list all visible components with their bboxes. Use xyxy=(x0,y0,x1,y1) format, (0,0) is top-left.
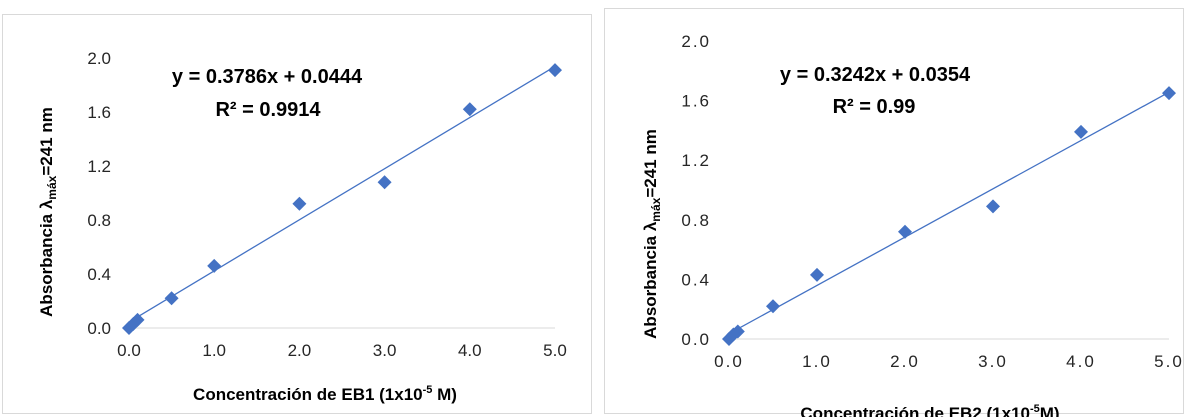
trendline xyxy=(128,65,556,323)
y-tick-label: 0.0 xyxy=(87,319,111,338)
data-point xyxy=(548,63,562,78)
x-tick-label: 1.0 xyxy=(802,352,832,371)
chart-panel-eb1: 0.0 0.4 0.8 1.2 1.6 2.0 0.0 1.0 2.0 3.0 4.0 5.0 y =… xyxy=(2,14,592,414)
x-tick-label: 3.0 xyxy=(373,341,397,360)
data-point xyxy=(766,299,780,314)
y-tick-label: 2.0 xyxy=(681,32,711,51)
data-point xyxy=(130,312,145,327)
data-point xyxy=(462,102,477,117)
data-point xyxy=(164,291,179,306)
y-tick-label: 1.2 xyxy=(87,157,111,176)
data-point xyxy=(726,327,741,342)
x-tick-label: 3.0 xyxy=(978,352,1008,371)
chart-eb2-ylabel: Absorbancia λmáx=241 nm xyxy=(641,129,663,339)
x-tick-label: 2.0 xyxy=(288,341,312,360)
y-tick-label: 0.0 xyxy=(681,330,711,349)
data-point xyxy=(898,224,912,239)
x-tick-label: 5.0 xyxy=(1154,352,1184,371)
data-point xyxy=(730,324,745,339)
y-tick-label: 0.4 xyxy=(681,270,711,289)
x-tick-label: 1.0 xyxy=(202,341,226,360)
chart-eb2-xlabel: Concentración de EB2 (1x10-5M) xyxy=(800,403,1059,417)
y-tick-label: 0.8 xyxy=(87,211,111,230)
data-point xyxy=(292,196,307,211)
chart-eb2-r2: R² = 0.99 xyxy=(833,96,916,118)
data-point xyxy=(1074,124,1088,139)
chart-eb2-svg: 0.0 0.4 0.8 1.2 1.6 2.0 0.0 1.0 2.0 3.0 4.0 5.0 y =… xyxy=(641,32,1184,417)
x-tick-label: 2.0 xyxy=(890,352,920,371)
chart-eb1-xlabel: Concentración de EB1 (1x10-5 M) xyxy=(193,384,457,404)
data-point xyxy=(1162,86,1176,101)
x-tick-label: 0.0 xyxy=(714,352,744,371)
y-tick-label: 1.2 xyxy=(681,151,711,170)
chart-panel-eb2: 0.0 0.4 0.8 1.2 1.6 2.0 0.0 1.0 2.0 3.0 4.0 5.0 y =… xyxy=(604,8,1184,417)
chart-eb1-r2: R² = 0.9914 xyxy=(215,99,321,121)
chart-eb2-equation: y = 0.3242x + 0.0354 xyxy=(780,64,971,86)
chart-eb1-plot: 0.0 0.4 0.8 1.2 1.6 2.0 0.0 1.0 2.0 3.0 4.0 5.0 xyxy=(87,49,566,360)
chart-eb1-ylabel: Absorbancia λmáx=241 nm xyxy=(37,107,59,317)
data-point xyxy=(207,258,222,273)
data-point xyxy=(377,175,392,190)
x-tick-label: 0.0 xyxy=(117,341,141,360)
y-tick-label: 0.8 xyxy=(681,211,711,230)
chart-eb2-plot: 0.0 0.4 0.8 1.2 1.6 2.0 0.0 1.0 2.0 3.0 4.0 5.0 xyxy=(681,32,1184,371)
y-tick-label: 2.0 xyxy=(87,49,111,68)
trendline xyxy=(728,91,1170,335)
x-tick-label: 5.0 xyxy=(543,341,567,360)
data-point xyxy=(986,199,1000,214)
y-tick-label: 1.6 xyxy=(87,103,111,122)
x-tick-label: 4.0 xyxy=(458,341,482,360)
data-point xyxy=(810,267,824,282)
x-tick-label: 4.0 xyxy=(1066,352,1096,371)
y-tick-label: 1.6 xyxy=(681,92,711,111)
y-tick-label: 0.4 xyxy=(87,265,111,284)
chart-eb1-svg: 0.0 0.4 0.8 1.2 1.6 2.0 0.0 1.0 2.0 3.0 4.0 5.0 y =… xyxy=(37,49,567,404)
chart-eb1-equation: y = 0.3786x + 0.0444 xyxy=(172,66,363,88)
